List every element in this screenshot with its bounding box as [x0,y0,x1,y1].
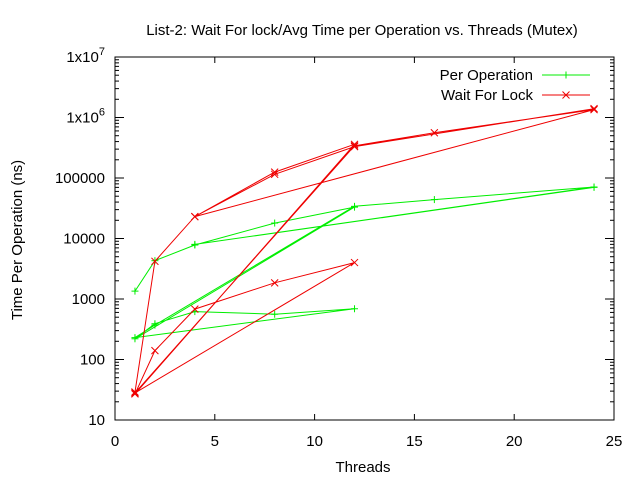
y-tick-label-4: 100000 [55,170,105,187]
series-1-point-4 [350,140,359,149]
series-1-point-5 [131,390,139,398]
series-1-point-17 [590,104,598,113]
y-axis-label: Time Per Operation (ns) [9,160,26,320]
series-1-point-7 [190,305,199,313]
x-tick-labels: 0 5 10 15 20 25 [111,433,623,450]
series-0-point-0 [131,287,139,295]
series-1-point-8 [270,278,279,287]
y-tick-label-0: 10 [88,412,105,429]
y-tick-label-1: 100 [80,352,105,369]
x-tick-label-4: 20 [506,433,523,450]
x-tick-label-2: 10 [306,433,323,450]
x-tick-label-1: 5 [211,433,219,450]
series-0-point-12 [351,202,359,210]
plot-frame [114,56,615,421]
legend-label-0: Per Operation [440,67,533,84]
x-tick-label-3: 15 [406,433,423,450]
series-1-point-9 [350,258,359,267]
y-tick-label-5: 1x106 [66,107,105,127]
x-tick-label-5: 25 [606,433,623,450]
series-1-point-3 [270,168,279,176]
series-0-point-13 [430,196,438,204]
series-0-point-11 [151,321,159,329]
series-1-point-16 [350,142,359,151]
y-tick-label-2: 1000 [72,291,105,308]
y-tick-label-6: 1x107 [66,46,105,66]
series-0-point-10 [131,334,139,342]
series-0-point-8 [271,310,279,318]
series-1-point-6 [151,346,159,355]
series-0-point-9 [351,305,359,313]
x-axis-label: Threads [335,459,390,476]
series-1-point-15 [270,170,279,179]
axis-ticks [114,56,615,421]
legend-marker-1 [562,91,570,99]
series-1-point-11 [350,141,359,150]
series-1-point-1 [151,257,159,266]
series-0-point-3 [271,219,279,227]
series-1 [131,104,598,398]
x-tick-label-0: 0 [111,433,119,450]
legend-label-1: Wait For Lock [441,87,533,104]
series-1-point-13 [590,105,598,114]
legend: Per Operation Wait For Lock [440,67,590,104]
y-tick-label-3: 10000 [63,231,105,248]
series-1-point-0 [131,388,139,396]
series-layer [131,104,598,398]
legend-marker-0 [562,71,570,79]
series-1-point-10 [131,389,139,397]
series-line-1 [134,108,595,395]
series-0-point-15 [191,240,199,248]
y-tick-labels: 10 100 1000 10000 100000 1x106 1x107 [55,46,105,429]
chart-title: List-2: Wait For lock/Avg Time per Opera… [146,22,578,39]
series-1-point-14 [190,212,199,221]
series-1-point-12 [430,128,439,137]
series-0-point-16 [590,183,598,191]
